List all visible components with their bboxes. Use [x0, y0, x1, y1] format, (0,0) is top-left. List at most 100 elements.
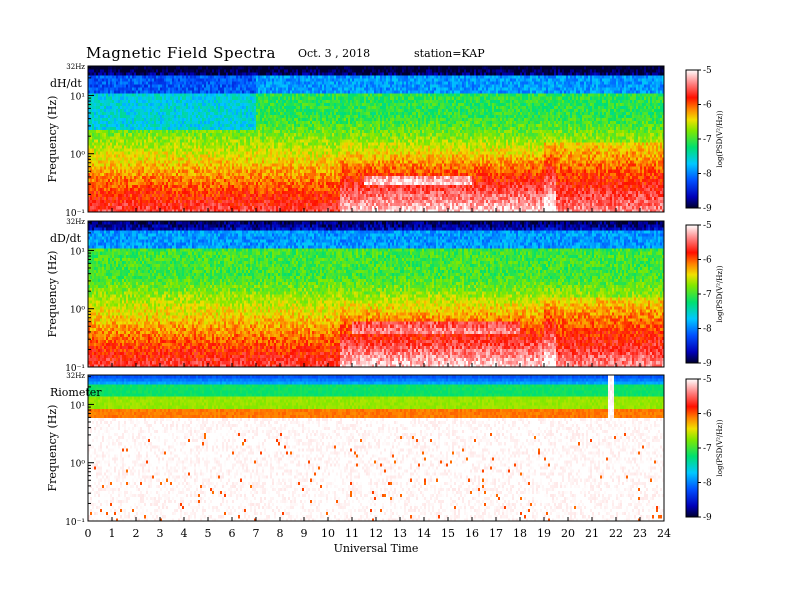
- heatmap-cell: [96, 145, 98, 148]
- heatmap-cell: [114, 182, 116, 185]
- heatmap-cell: [116, 78, 118, 81]
- heatmap-cell: [96, 130, 98, 133]
- heatmap-cell: [96, 133, 98, 136]
- heatmap-cell: [110, 90, 112, 93]
- heatmap-cell: [112, 154, 114, 157]
- heatmap-cell: [112, 93, 114, 96]
- heatmap-cell: [116, 66, 118, 69]
- heatmap-cell: [96, 106, 98, 109]
- heatmap-cell: [98, 72, 100, 75]
- heatmap-cell: [120, 112, 122, 115]
- heatmap-cell: [94, 133, 96, 136]
- heatmap-cell: [92, 145, 94, 148]
- heatmap-cell: [108, 169, 110, 172]
- heatmap-cell: [98, 188, 100, 191]
- heatmap-cell: [100, 87, 102, 90]
- heatmap-cell: [122, 200, 124, 203]
- heatmap-cell: [106, 90, 108, 93]
- heatmap-cell: [100, 163, 102, 166]
- heatmap-cell: [116, 87, 118, 90]
- heatmap-cell: [118, 130, 120, 133]
- heatmap-cell: [92, 206, 94, 209]
- heatmap-cell: [96, 142, 98, 145]
- heatmap-cell: [120, 148, 122, 151]
- heatmap-cell: [98, 93, 100, 96]
- heatmap-cell: [92, 197, 94, 200]
- heatmap-cell: [118, 206, 120, 209]
- heatmap-cell: [108, 185, 110, 188]
- heatmap-cell: [92, 118, 94, 121]
- heatmap-cell: [120, 118, 122, 121]
- heatmap-cell: [104, 66, 106, 69]
- heatmap-cell: [98, 121, 100, 124]
- heatmap-cell: [106, 200, 108, 203]
- heatmap-cell: [104, 179, 106, 182]
- heatmap-cell: [106, 130, 108, 133]
- heatmap-cell: [102, 169, 104, 172]
- heatmap-cell: [92, 66, 94, 69]
- heatmap-cell: [120, 206, 122, 209]
- heatmap-cell: [94, 106, 96, 109]
- heatmap-cell: [104, 84, 106, 87]
- heatmap-cell: [114, 157, 116, 160]
- heatmap-cell: [110, 139, 112, 142]
- heatmap-cell: [100, 145, 102, 148]
- heatmap-cell: [112, 69, 114, 72]
- heatmap-cell: [104, 206, 106, 209]
- heatmap-cell: [108, 191, 110, 194]
- heatmap-cell: [114, 78, 116, 81]
- heatmap-cell: [118, 127, 120, 130]
- heatmap-cell: [90, 191, 92, 194]
- heatmap-cell: [108, 151, 110, 154]
- heatmap-cell: [104, 172, 106, 175]
- heatmap-cell: [100, 203, 102, 206]
- heatmap-cell: [108, 118, 110, 121]
- heatmap-cell: [100, 148, 102, 151]
- heatmap-cell: [112, 78, 114, 81]
- heatmap-cell: [112, 109, 114, 112]
- heatmap-cell: [110, 133, 112, 136]
- heatmap-cell: [108, 87, 110, 90]
- heatmap-cell: [110, 66, 112, 69]
- heatmap-cell: [114, 118, 116, 121]
- heatmap-cell: [108, 130, 110, 133]
- heatmap-cell: [122, 203, 124, 206]
- heatmap-cell: [112, 169, 114, 172]
- heatmap-cell: [104, 109, 106, 112]
- heatmap-cell: [102, 166, 104, 169]
- heatmap-cell: [104, 103, 106, 106]
- heatmap-cell: [112, 66, 114, 69]
- heatmap-cell: [90, 69, 92, 72]
- heatmap-cell: [118, 142, 120, 145]
- heatmap-cell: [98, 96, 100, 99]
- heatmap-cell: [106, 179, 108, 182]
- heatmap-cell: [98, 172, 100, 175]
- heatmap-cell: [98, 84, 100, 87]
- heatmap-cell: [106, 124, 108, 127]
- heatmap-cell: [102, 87, 104, 90]
- heatmap-cell: [98, 90, 100, 93]
- heatmap-cell: [102, 96, 104, 99]
- heatmap-cell: [100, 206, 102, 209]
- heatmap-cell: [114, 81, 116, 84]
- heatmap-cell: [120, 66, 122, 69]
- heatmap-cell: [92, 169, 94, 172]
- heatmap-cell: [114, 188, 116, 191]
- heatmap-cell: [118, 176, 120, 179]
- heatmap-cell: [108, 136, 110, 139]
- heatmap-cell: [106, 106, 108, 109]
- heatmap-cell: [116, 103, 118, 106]
- heatmap-cell: [106, 93, 108, 96]
- heatmap-cell: [102, 127, 104, 130]
- heatmap-cell: [120, 139, 122, 142]
- heatmap-cell: [96, 103, 98, 106]
- heatmap-cell: [94, 172, 96, 175]
- heatmap-cell: [104, 191, 106, 194]
- heatmap-cell: [92, 185, 94, 188]
- heatmap-cell: [108, 84, 110, 87]
- heatmap-cell: [102, 191, 104, 194]
- heatmap-cell: [94, 191, 96, 194]
- heatmap-cell: [104, 197, 106, 200]
- heatmap-cell: [110, 78, 112, 81]
- heatmap-cell: [112, 106, 114, 109]
